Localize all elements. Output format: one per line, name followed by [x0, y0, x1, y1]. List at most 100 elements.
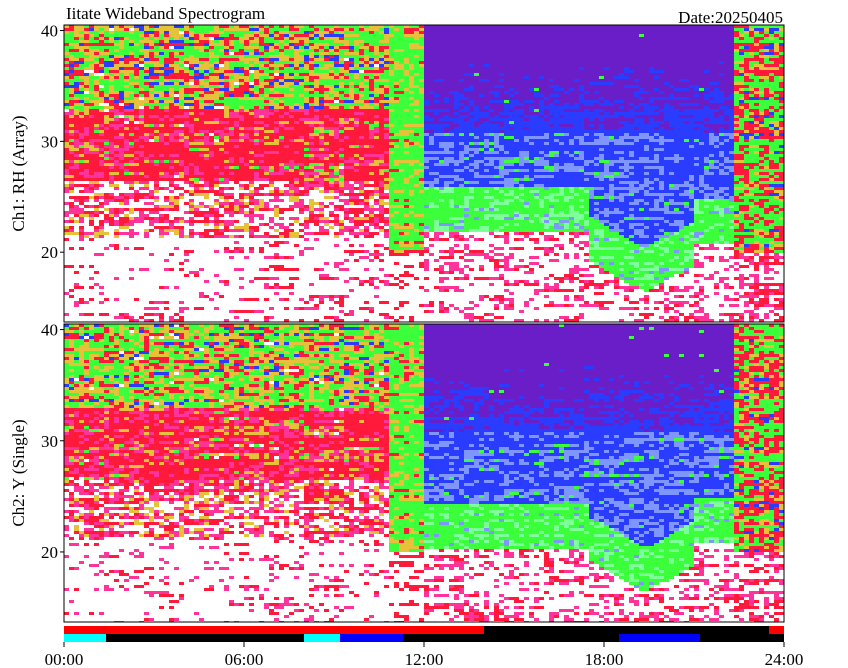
spectrogram-cell	[319, 34, 324, 37]
spectrogram-cell	[219, 76, 224, 79]
spectrogram-cell	[639, 73, 644, 76]
spectrogram-cell	[169, 55, 174, 58]
spectrogram-cell	[314, 28, 319, 31]
spectrogram-cell	[124, 55, 129, 58]
spectrogram-cell	[294, 109, 299, 112]
spectrogram-cell	[779, 52, 784, 55]
spectrogram-cell	[279, 100, 284, 103]
spectrogram-cell	[669, 118, 674, 121]
spectrogram-cell	[729, 73, 734, 76]
spectrogram-cell	[659, 115, 664, 118]
spectrogram-cell	[174, 106, 179, 109]
spectrogram-cell	[509, 91, 514, 94]
spectrogram-cell	[104, 37, 109, 40]
spectrogram-cell	[474, 82, 479, 85]
spectrogram-cell	[584, 67, 589, 70]
spectrogram-cell	[679, 109, 684, 112]
spectrogram-cell	[719, 97, 724, 100]
spectrogram-cell	[329, 100, 334, 103]
spectrogram-cell	[94, 94, 99, 97]
spectrogram-cell	[694, 88, 699, 91]
spectrogram-cell	[399, 76, 404, 79]
spectrogram-cell	[334, 91, 339, 94]
spectrogram-cell	[619, 46, 624, 49]
spectrogram-cell	[534, 109, 539, 112]
spectrogram-cell	[594, 94, 599, 97]
spectrogram-cell	[409, 124, 414, 127]
spectrogram-cell	[689, 76, 694, 79]
spectrogram-cell	[494, 121, 499, 124]
spectrogram-cell	[74, 52, 79, 55]
spectrogram-cell	[619, 64, 624, 67]
spectrogram-cell	[634, 40, 639, 43]
spectrogram-cell	[389, 67, 394, 70]
spectrogram-cell	[554, 118, 559, 121]
spectrogram-cell	[599, 31, 604, 34]
spectrogram-cell	[454, 97, 459, 100]
spectrogram-cell	[329, 31, 334, 34]
spectrogram-cell	[564, 100, 569, 103]
spectrogram-cell	[664, 40, 669, 43]
spectrogram-cell	[494, 40, 499, 43]
spectrogram-cell	[239, 91, 244, 94]
spectrogram-cell	[764, 58, 769, 61]
spectrogram-cell	[709, 70, 714, 73]
spectrogram-cell	[404, 79, 409, 82]
spectrogram-cell	[289, 91, 294, 94]
spectrogram-cell	[304, 28, 309, 31]
spectrogram-cell	[354, 100, 359, 103]
spectrogram-cell	[254, 40, 259, 43]
spectrogram-cell	[534, 61, 539, 64]
spectrogram-cell	[554, 79, 559, 82]
spectrogram-cell	[414, 37, 419, 40]
spectrogram-cell	[449, 76, 454, 79]
spectrogram-cell	[174, 46, 179, 49]
spectrogram-cell	[684, 49, 689, 52]
spectrogram-cell	[359, 82, 364, 85]
spectrogram-cell	[319, 61, 324, 64]
spectrogram-cell	[599, 115, 604, 118]
spectrogram-cell	[309, 28, 314, 31]
spectrogram-cell	[484, 127, 489, 130]
spectrogram-cell	[69, 31, 74, 34]
spectrogram-cell	[169, 100, 174, 103]
spectrogram-cell	[339, 55, 344, 58]
spectrogram-cell	[174, 100, 179, 103]
spectrogram-cell	[774, 67, 779, 70]
spectrogram-cell	[179, 67, 184, 70]
spectrogram-cell	[769, 79, 774, 82]
spectrogram-cell	[229, 100, 234, 103]
spectrogram-cell	[744, 100, 749, 103]
spectrogram-cell	[744, 58, 749, 61]
spectrogram-cell	[269, 121, 274, 124]
spectrogram-cell	[244, 82, 249, 85]
spectrogram-cell	[459, 46, 464, 49]
spectrogram-cell	[629, 100, 634, 103]
spectrogram-cell	[629, 106, 634, 109]
spectrogram-cell	[199, 121, 204, 124]
spectrogram-cell	[79, 85, 84, 88]
spectrogram-cell	[364, 100, 369, 103]
spectrogram-cell	[714, 43, 719, 46]
spectrogram-cell	[694, 103, 699, 106]
spectrogram-cell	[514, 43, 519, 46]
spectrogram-cell	[569, 124, 574, 127]
spectrogram-cell	[774, 55, 779, 58]
spectrogram-cell	[629, 28, 634, 31]
spectrogram-cell	[419, 31, 424, 34]
spectrogram-cell	[524, 31, 529, 34]
spectrogram-cell	[224, 91, 229, 94]
spectrogram-cell	[364, 85, 369, 88]
spectrogram-cell	[254, 121, 259, 124]
spectrogram-cell	[234, 85, 239, 88]
spectrogram-cell	[219, 91, 224, 94]
spectrogram-cell	[274, 106, 279, 109]
spectrogram-cell	[489, 91, 494, 94]
spectrogram-cell	[289, 115, 294, 118]
spectrogram-cell	[744, 64, 749, 67]
spectrogram-cell	[104, 67, 109, 70]
spectrogram-cell	[219, 28, 224, 31]
spectrogram-cell	[779, 97, 784, 100]
spectrogram-cell	[164, 67, 169, 70]
spectrogram-cell	[524, 43, 529, 46]
